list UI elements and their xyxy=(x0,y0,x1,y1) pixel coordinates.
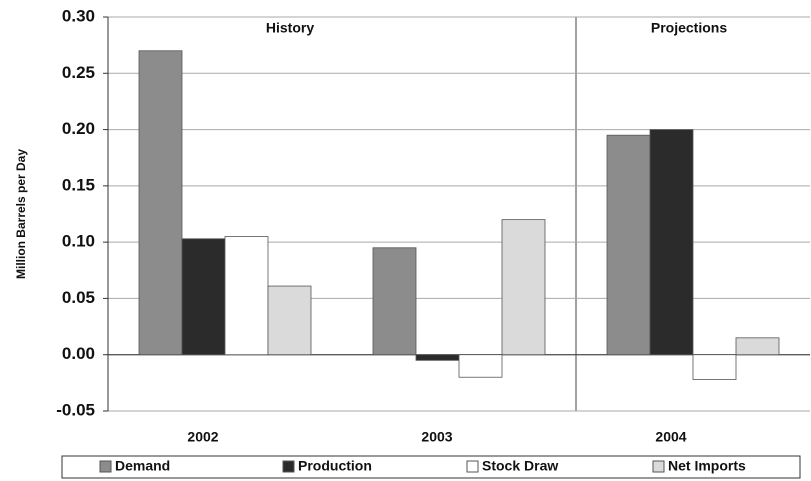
legend-swatch xyxy=(652,460,665,473)
y-tick-label: 0.30 xyxy=(62,6,95,25)
y-tick-label: 0.05 xyxy=(62,288,95,307)
bar xyxy=(138,50,183,356)
legend-box xyxy=(61,455,801,479)
y-axis-label: Million Barrels per Day xyxy=(14,149,28,279)
bar xyxy=(372,247,417,356)
y-tick-label: 0.00 xyxy=(62,344,95,363)
x-tick-label: 2003 xyxy=(421,429,452,445)
bar xyxy=(692,354,737,380)
bar xyxy=(415,354,460,361)
annotation: Projections xyxy=(651,20,727,36)
annotation: History xyxy=(266,20,314,36)
bar xyxy=(735,337,780,356)
bar xyxy=(267,285,312,356)
bar xyxy=(501,219,546,356)
bar xyxy=(181,238,226,356)
legend-label: Net Imports xyxy=(668,458,746,474)
y-tick-label: 0.15 xyxy=(62,175,95,194)
legend-swatch xyxy=(99,460,112,473)
bar xyxy=(649,129,694,356)
y-tick-label: 0.10 xyxy=(62,232,95,251)
x-tick-label: 2004 xyxy=(655,429,686,445)
y-tick-label: -0.05 xyxy=(56,400,95,419)
legend-label: Production xyxy=(298,458,372,474)
bar xyxy=(224,236,269,356)
bar xyxy=(458,354,503,378)
legend-label: Stock Draw xyxy=(482,458,558,474)
x-tick-label: 2002 xyxy=(187,429,218,445)
y-tick-label: 0.20 xyxy=(62,119,95,138)
legend-swatch xyxy=(466,460,479,473)
bar xyxy=(606,134,651,356)
y-tick-label: 0.25 xyxy=(62,63,95,82)
legend-swatch xyxy=(282,460,295,473)
legend-label: Demand xyxy=(115,458,170,474)
